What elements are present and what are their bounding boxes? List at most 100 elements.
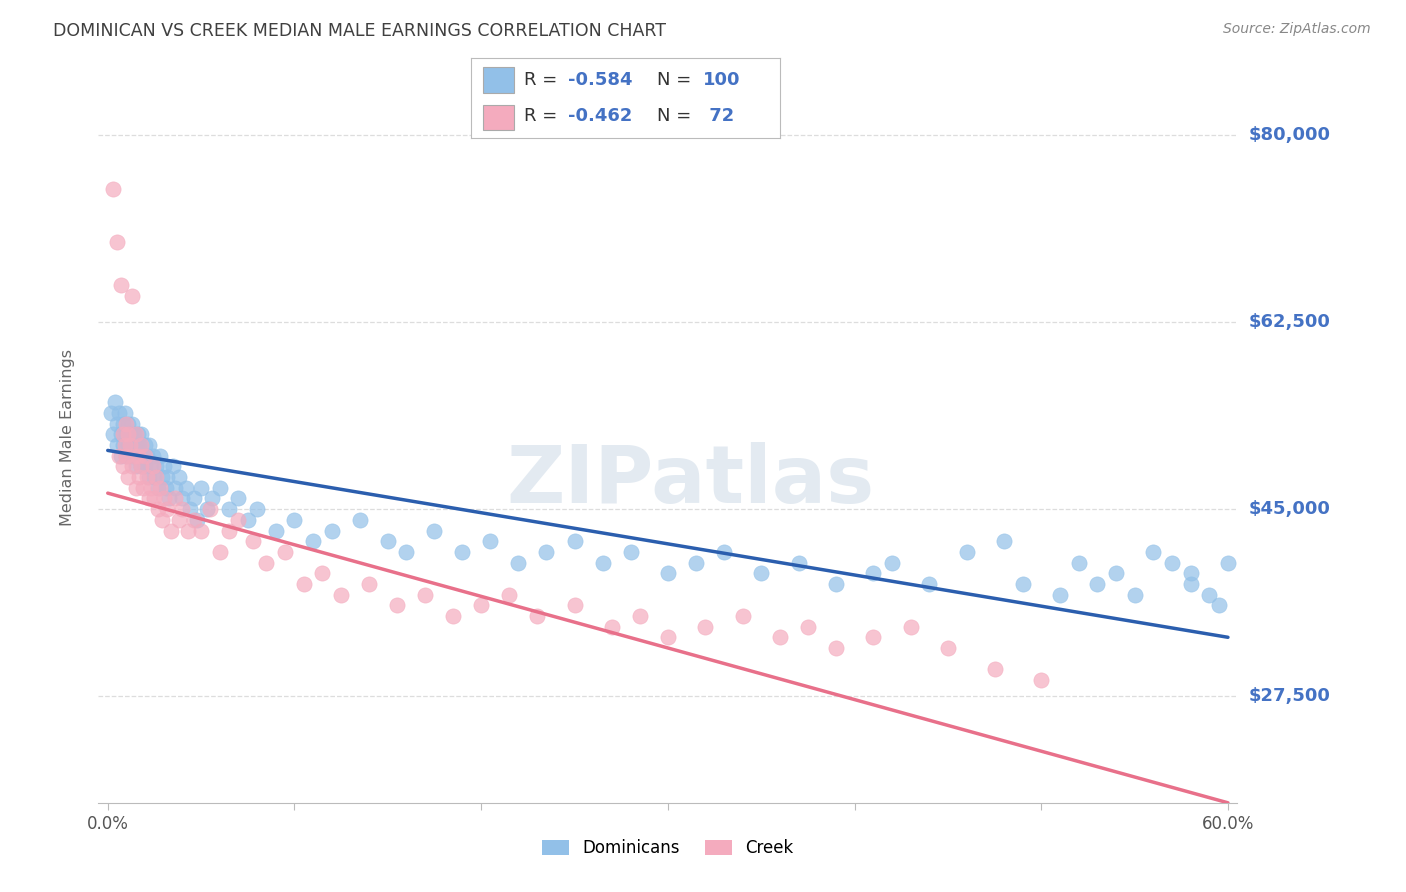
Point	[108, 449, 131, 463]
Point	[125, 438, 148, 452]
Point	[413, 588, 436, 602]
Point	[1180, 577, 1202, 591]
Point	[1011, 577, 1033, 591]
Point	[163, 481, 186, 495]
Point	[695, 619, 717, 633]
Point	[955, 545, 977, 559]
Point	[111, 427, 134, 442]
Point	[117, 470, 139, 484]
Point	[110, 277, 132, 292]
Point	[125, 427, 148, 442]
Point	[936, 640, 959, 655]
Point	[628, 609, 651, 624]
Point	[121, 288, 143, 302]
Point	[749, 566, 772, 581]
Point	[167, 470, 190, 484]
Text: $62,500: $62,500	[1249, 313, 1330, 331]
Point	[120, 449, 142, 463]
Point	[152, 491, 174, 506]
Point	[208, 545, 231, 559]
Point	[142, 459, 165, 474]
Point	[564, 599, 586, 613]
Point	[152, 459, 174, 474]
Text: 100: 100	[703, 70, 741, 88]
Point	[120, 438, 142, 452]
Point	[125, 459, 148, 474]
Point	[228, 491, 250, 506]
Point	[479, 534, 502, 549]
Point	[115, 417, 138, 431]
Point	[174, 481, 197, 495]
Point	[862, 566, 884, 581]
Text: R =: R =	[523, 70, 562, 88]
Point	[880, 556, 903, 570]
Point	[190, 481, 212, 495]
Point	[731, 609, 754, 624]
Point	[451, 545, 474, 559]
Text: $80,000: $80,000	[1249, 127, 1330, 145]
Point	[1105, 566, 1128, 581]
Point	[685, 556, 707, 570]
Point	[117, 427, 139, 442]
Point	[218, 524, 240, 538]
Point	[423, 524, 446, 538]
Point	[111, 459, 134, 474]
Point	[127, 449, 149, 463]
Point	[156, 470, 179, 484]
Point	[619, 545, 641, 559]
Point	[105, 235, 128, 250]
Point	[283, 513, 305, 527]
Point	[470, 599, 492, 613]
FancyBboxPatch shape	[484, 104, 515, 130]
Point	[143, 470, 166, 484]
Point	[127, 427, 149, 442]
Point	[111, 417, 134, 431]
Point	[146, 502, 169, 516]
Point	[134, 438, 156, 452]
Y-axis label: Median Male Earnings: Median Male Earnings	[60, 349, 75, 525]
Point	[825, 577, 848, 591]
Point	[787, 556, 810, 570]
Point	[179, 502, 201, 516]
Point	[122, 449, 145, 463]
Point	[172, 502, 194, 516]
Point	[498, 588, 520, 602]
Point	[117, 438, 139, 452]
FancyBboxPatch shape	[484, 67, 515, 93]
Text: ZIPatlas: ZIPatlas	[506, 442, 875, 520]
Point	[110, 449, 132, 463]
Point	[122, 449, 145, 463]
Point	[1208, 599, 1230, 613]
Point	[228, 513, 250, 527]
Point	[657, 630, 679, 644]
Point	[134, 449, 156, 463]
Point	[114, 438, 136, 452]
Point	[121, 459, 143, 474]
Point	[131, 427, 153, 442]
Point	[242, 534, 264, 549]
Point	[110, 427, 132, 442]
Point	[256, 556, 278, 570]
Point	[121, 417, 143, 431]
Point	[145, 470, 167, 484]
Point	[183, 491, 205, 506]
Point	[138, 491, 160, 506]
Point	[120, 427, 142, 442]
Point	[139, 459, 162, 474]
Point	[377, 534, 399, 549]
Point	[657, 566, 679, 581]
Point	[115, 427, 138, 442]
Point	[157, 491, 180, 506]
Text: N =: N =	[657, 70, 696, 88]
Point	[983, 662, 1005, 676]
Point	[138, 438, 160, 452]
Point	[172, 491, 194, 506]
Point	[592, 556, 614, 570]
Point	[395, 545, 418, 559]
Point	[131, 459, 153, 474]
Point	[302, 534, 325, 549]
Point	[201, 491, 224, 506]
Point	[117, 417, 139, 431]
Point	[208, 481, 231, 495]
Point	[115, 449, 138, 463]
